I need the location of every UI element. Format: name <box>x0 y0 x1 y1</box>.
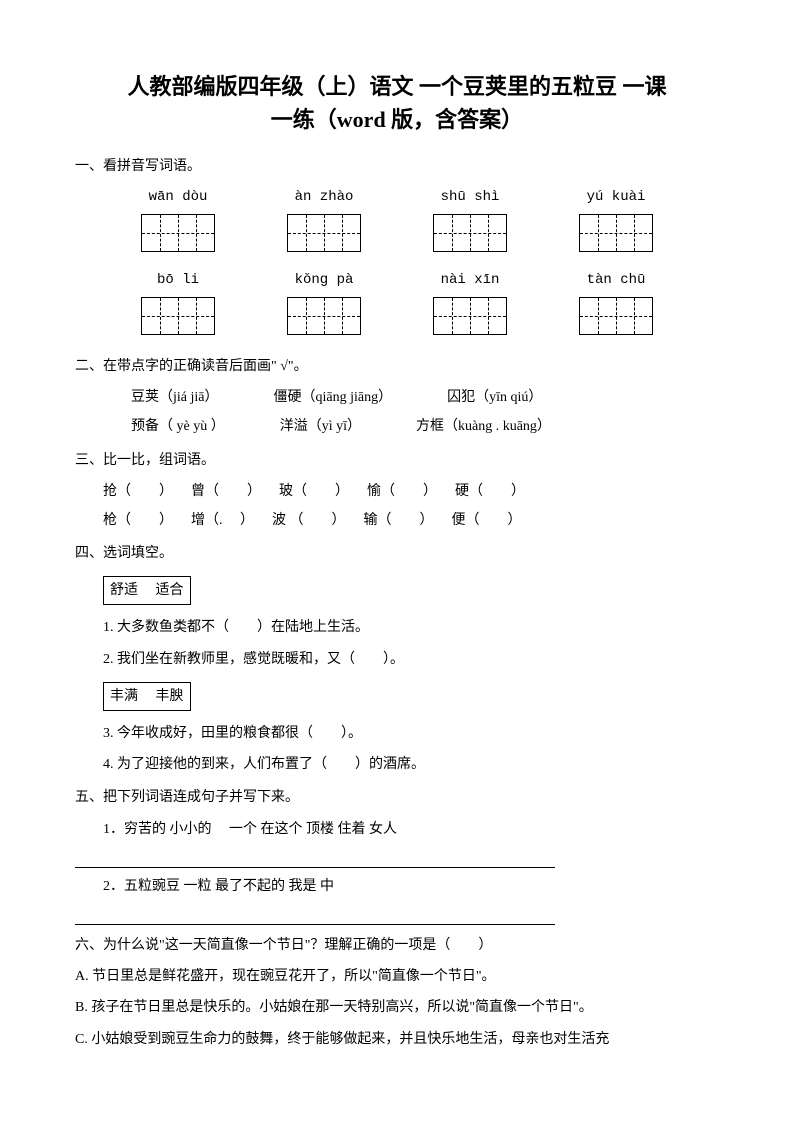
char-input-box[interactable] <box>579 297 653 335</box>
compare-row: 枪（ ） 增（. ） 波 （ ） 输（ ） 便（ ） <box>75 508 719 533</box>
compare-item: 玻（ ） <box>279 479 349 504</box>
reading-item: 洋溢（yì yī） <box>280 414 361 439</box>
reading-item: 豆荚（jiá jiā） <box>131 385 219 410</box>
reading-item: 方框（kuàng . kuāng） <box>416 414 551 439</box>
section-1-header: 一、看拼音写词语。 <box>75 154 719 179</box>
compare-item: 便（ ） <box>452 508 522 533</box>
reading-item: 僵硬（qiāng jiāng） <box>274 385 393 410</box>
pinyin-text: àn zhào <box>269 185 379 210</box>
word-choice-box: 舒适 适合 <box>103 576 191 605</box>
document-title: 人教部编版四年级（上）语文 一个豆荚里的五粒豆 一课 一练（word 版，含答案… <box>75 70 719 136</box>
question-line: 3. 今年收成好，田里的粮食都很（ ）。 <box>103 721 719 746</box>
question-line: 4. 为了迎接他的到来，人们布置了（ ）的酒席。 <box>103 752 719 777</box>
pinyin-row-2: bō li kǒng pà nài xīn tàn chū <box>75 268 719 346</box>
pinyin-text: yú kuài <box>561 185 671 210</box>
pinyin-text: wān dòu <box>123 185 233 210</box>
char-input-box[interactable] <box>287 214 361 252</box>
section-6-header: 六、为什么说"这一天简直像一个节日"？理解正确的一项是（ ） <box>75 933 719 958</box>
pinyin-item: àn zhào <box>269 185 379 263</box>
pinyin-text: kǒng pà <box>269 268 379 293</box>
compare-row: 抢（ ） 曾（ ） 玻（ ） 愉（ ） 硬（ ） <box>75 479 719 504</box>
pinyin-item: shū shì <box>415 185 525 263</box>
answer-line[interactable] <box>75 848 555 868</box>
word-choice-box: 丰满 丰腴 <box>103 682 191 711</box>
answer-line[interactable] <box>75 905 555 925</box>
reading-row: 预备（ yè yù ） 洋溢（yì yī） 方框（kuàng . kuāng） <box>75 414 719 439</box>
pinyin-text: bō li <box>123 268 233 293</box>
compare-item: 输（ ） <box>364 508 434 533</box>
char-input-box[interactable] <box>433 297 507 335</box>
section-2-header: 二、在带点字的正确读音后面画" √"。 <box>75 354 719 379</box>
title-line-1: 人教部编版四年级（上）语文 一个豆荚里的五粒豆 一课 <box>75 70 719 103</box>
sentence-block: 2．五粒豌豆 一粒 最了不起的 我是 中 <box>75 874 719 899</box>
pinyin-item: tàn chū <box>561 268 671 346</box>
option-b: B. 孩子在节日里总是快乐的。小姑娘在那一天特别高兴，所以说"简直像一个节日"。 <box>75 995 719 1020</box>
option-a: A. 节日里总是鲜花盛开，现在豌豆花开了，所以"简直像一个节日"。 <box>75 964 719 989</box>
word-choice-block: 舒适 适合 1. 大多数鱼类都不（ ）在陆地上生活。 2. 我们坐在新教师里，感… <box>75 572 719 777</box>
compare-item: 抢（ ） <box>103 479 173 504</box>
reading-item: 预备（ yè yù ） <box>131 414 225 439</box>
compare-item: 愉（ ） <box>367 479 437 504</box>
pinyin-item: wān dòu <box>123 185 233 263</box>
compare-item: 硬（ ） <box>455 479 525 504</box>
pinyin-row-1: wān dòu àn zhào shū shì yú kuài <box>75 185 719 263</box>
pinyin-item: yú kuài <box>561 185 671 263</box>
pinyin-item: kǒng pà <box>269 268 379 346</box>
char-input-box[interactable] <box>141 297 215 335</box>
question-line: 1．穷苦的 小小的 一个 在这个 顶楼 住着 女人 <box>103 817 719 842</box>
char-input-box[interactable] <box>287 297 361 335</box>
pinyin-item: nài xīn <box>415 268 525 346</box>
reading-item: 囚犯（yīn qiú） <box>447 385 542 410</box>
option-c: C. 小姑娘受到豌豆生命力的鼓舞，终于能够做起来，并且快乐地生活，母亲也对生活充 <box>75 1027 719 1052</box>
compare-item: 曾（ ） <box>191 479 261 504</box>
pinyin-text: tàn chū <box>561 268 671 293</box>
char-input-box[interactable] <box>433 214 507 252</box>
pinyin-text: nài xīn <box>415 268 525 293</box>
reading-row: 豆荚（jiá jiā） 僵硬（qiāng jiāng） 囚犯（yīn qiú） <box>75 385 719 410</box>
question-line: 2．五粒豌豆 一粒 最了不起的 我是 中 <box>103 874 719 899</box>
section-4-header: 四、选词填空。 <box>75 541 719 566</box>
pinyin-item: bō li <box>123 268 233 346</box>
question-line: 1. 大多数鱼类都不（ ）在陆地上生活。 <box>103 615 719 640</box>
title-line-2: 一练（word 版，含答案） <box>75 103 719 136</box>
compare-item: 枪（ ） <box>103 508 173 533</box>
sentence-block: 1．穷苦的 小小的 一个 在这个 顶楼 住着 女人 <box>75 817 719 842</box>
section-3-header: 三、比一比，组词语。 <box>75 448 719 473</box>
pinyin-text: shū shì <box>415 185 525 210</box>
section-5-header: 五、把下列词语连成句子并写下来。 <box>75 785 719 810</box>
char-input-box[interactable] <box>579 214 653 252</box>
question-line: 2. 我们坐在新教师里，感觉既暖和，又（ ）。 <box>103 647 719 672</box>
compare-item: 增（. ） <box>191 508 254 533</box>
compare-item: 波 （ ） <box>272 508 346 533</box>
char-input-box[interactable] <box>141 214 215 252</box>
